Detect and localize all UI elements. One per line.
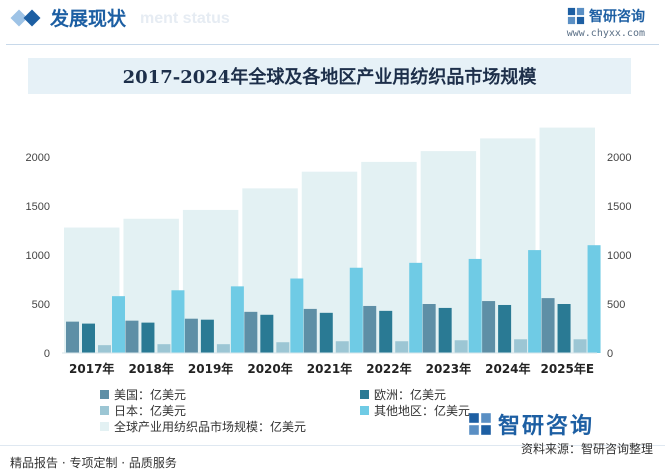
legend-swatch	[360, 390, 369, 399]
bar-japan	[514, 339, 528, 353]
y-tick-label-left: 2000	[26, 152, 50, 164]
bar-usa	[541, 298, 555, 353]
brand-name: 智研咨询	[589, 9, 645, 25]
x-tick-label: 2023年	[426, 361, 471, 376]
bar-other	[587, 245, 601, 353]
legend-label: 日本：亿美元	[114, 404, 187, 418]
y-tick-label-left: 0	[44, 348, 50, 360]
y-tick-label-left: 500	[32, 299, 50, 311]
y-tick-label-right: 0	[607, 348, 613, 360]
bar-other	[468, 258, 482, 353]
x-tick-label: 2017年	[69, 361, 114, 376]
bar-usa	[125, 320, 139, 353]
bar-europe	[438, 307, 452, 353]
legend-label: 美国：亿美元	[114, 388, 187, 402]
bar-other	[349, 267, 363, 353]
legend-swatch	[360, 406, 369, 415]
bar-other	[409, 262, 423, 353]
bar-japan	[216, 344, 230, 353]
bar-japan	[276, 342, 290, 353]
bar-usa	[244, 311, 258, 353]
bar-other	[112, 296, 125, 353]
bar-japan	[395, 341, 409, 353]
y-tick-label-right: 2000	[607, 152, 631, 164]
bar-other	[528, 250, 542, 353]
section-title: 发展现状	[50, 8, 127, 30]
bar-japan	[157, 344, 171, 353]
bar-usa	[482, 301, 496, 353]
source-note: 资料来源：智研咨询整理	[520, 442, 653, 456]
x-tick-label: 2018年	[128, 361, 173, 376]
y-tick-label-left: 1000	[26, 250, 50, 262]
x-tick-label: 2025年E	[540, 361, 594, 376]
bar-other	[290, 278, 304, 353]
bar-japan	[335, 341, 349, 353]
legend-item-japan: 日本：亿美元	[100, 402, 186, 419]
bar-europe	[260, 314, 274, 353]
bar-other	[230, 286, 244, 353]
legend-label: 欧洲：亿美元	[374, 388, 447, 402]
y-tick-label-right: 500	[607, 299, 625, 311]
footer-tagline: 精品报告 · 专项定制 · 品质服务	[10, 456, 177, 470]
section-subtitle: ment status	[140, 10, 230, 27]
footer: 精品报告 · 专项定制 · 品质服务 资料来源：智研咨询整理	[0, 442, 665, 476]
bar-japan	[98, 345, 111, 353]
bar-usa	[66, 321, 79, 353]
legend-label: 全球产业用纺织品市场规模：亿美元	[114, 420, 307, 434]
legend-label: 其他地区：亿美元	[374, 404, 471, 418]
x-tick-label: 2024年	[485, 361, 530, 376]
bar-europe	[200, 319, 214, 353]
legend-item-europe: 欧洲：亿美元	[360, 386, 446, 403]
legend-item-global: 全球产业用纺织品市场规模：亿美元	[100, 418, 306, 435]
bar-japan	[454, 340, 468, 353]
brand-logo-icon	[567, 7, 585, 25]
bar-chart: 0 0 500 500 1000 1000 1500 1500 2000 2000 2017年 201…	[26, 127, 631, 376]
legend-swatch	[100, 422, 109, 431]
brand-logo-icon	[469, 413, 491, 435]
bar-europe	[557, 304, 571, 353]
x-tick-label: 2019年	[188, 361, 233, 376]
x-tick-label: 2022年	[366, 361, 411, 376]
legend-item-usa: 美国：亿美元	[100, 386, 186, 403]
legend-swatch	[100, 406, 109, 415]
bar-europe	[379, 310, 393, 353]
x-tick-label: 2021年	[307, 361, 352, 376]
brand: 智研咨询 www.chyxx.com	[567, 6, 645, 39]
chart-title: 2017-2024年全球及各地区产业用纺织品市场规模	[28, 58, 631, 94]
bottom-brand-name: 智研咨询	[498, 414, 595, 439]
bar-europe	[319, 312, 333, 353]
bar-usa	[184, 318, 198, 353]
bar-europe	[498, 304, 512, 353]
bar-europe	[82, 323, 95, 353]
bar-usa	[363, 305, 377, 353]
brand-url: www.chyxx.com	[566, 28, 645, 39]
y-tick-label-right: 1000	[607, 250, 631, 262]
bar-other	[171, 290, 185, 353]
legend-swatch	[100, 390, 109, 399]
header-band	[0, 0, 665, 46]
y-tick-label-right: 1500	[607, 201, 631, 213]
bar-europe	[141, 322, 155, 353]
bottom-brand: 智研咨询	[468, 408, 594, 440]
header-divider	[6, 44, 659, 45]
bar-usa	[422, 304, 436, 353]
x-tick-label: 2020年	[247, 361, 292, 376]
bar-usa	[303, 308, 317, 353]
legend-item-other: 其他地区：亿美元	[360, 402, 470, 419]
bar-japan	[573, 339, 587, 353]
y-tick-label-left: 1500	[26, 201, 50, 213]
